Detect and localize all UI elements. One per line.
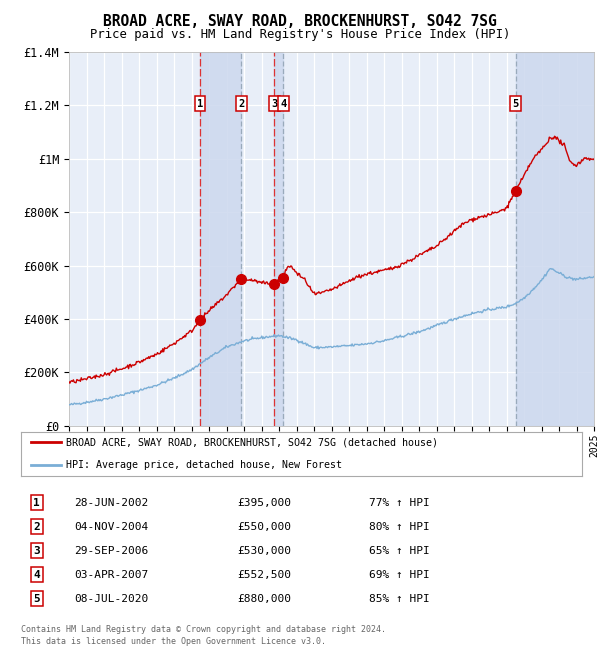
Text: 2: 2	[34, 521, 40, 532]
Text: 04-NOV-2004: 04-NOV-2004	[74, 521, 149, 532]
Bar	[200, 52, 241, 426]
Text: Price paid vs. HM Land Registry's House Price Index (HPI): Price paid vs. HM Land Registry's House …	[90, 28, 510, 41]
Text: 4: 4	[34, 569, 40, 580]
Text: £395,000: £395,000	[237, 497, 291, 508]
Text: 65% ↑ HPI: 65% ↑ HPI	[369, 545, 430, 556]
Text: 4: 4	[280, 99, 287, 109]
Text: 5: 5	[34, 593, 40, 604]
Text: 2: 2	[238, 99, 244, 109]
Text: HPI: Average price, detached house, New Forest: HPI: Average price, detached house, New …	[66, 460, 342, 470]
Text: 85% ↑ HPI: 85% ↑ HPI	[369, 593, 430, 604]
Text: 3: 3	[34, 545, 40, 556]
Text: 08-JUL-2020: 08-JUL-2020	[74, 593, 149, 604]
Text: 77% ↑ HPI: 77% ↑ HPI	[369, 497, 430, 508]
Text: This data is licensed under the Open Government Licence v3.0.: This data is licensed under the Open Gov…	[21, 636, 326, 645]
Text: BROAD ACRE, SWAY ROAD, BROCKENHURST, SO42 7SG (detached house): BROAD ACRE, SWAY ROAD, BROCKENHURST, SO4…	[66, 437, 438, 447]
Text: 69% ↑ HPI: 69% ↑ HPI	[369, 569, 430, 580]
Bar	[515, 52, 594, 426]
Bar	[274, 52, 283, 426]
Text: 5: 5	[512, 99, 519, 109]
Text: 1: 1	[34, 497, 40, 508]
Text: 1: 1	[197, 99, 203, 109]
Text: £552,500: £552,500	[237, 569, 291, 580]
Text: £880,000: £880,000	[237, 593, 291, 604]
Text: 28-JUN-2002: 28-JUN-2002	[74, 497, 149, 508]
Text: BROAD ACRE, SWAY ROAD, BROCKENHURST, SO42 7SG: BROAD ACRE, SWAY ROAD, BROCKENHURST, SO4…	[103, 14, 497, 29]
Text: Contains HM Land Registry data © Crown copyright and database right 2024.: Contains HM Land Registry data © Crown c…	[21, 625, 386, 634]
Text: 3: 3	[271, 99, 278, 109]
Text: £530,000: £530,000	[237, 545, 291, 556]
Text: £550,000: £550,000	[237, 521, 291, 532]
Text: 80% ↑ HPI: 80% ↑ HPI	[369, 521, 430, 532]
Text: 03-APR-2007: 03-APR-2007	[74, 569, 149, 580]
Text: 29-SEP-2006: 29-SEP-2006	[74, 545, 149, 556]
